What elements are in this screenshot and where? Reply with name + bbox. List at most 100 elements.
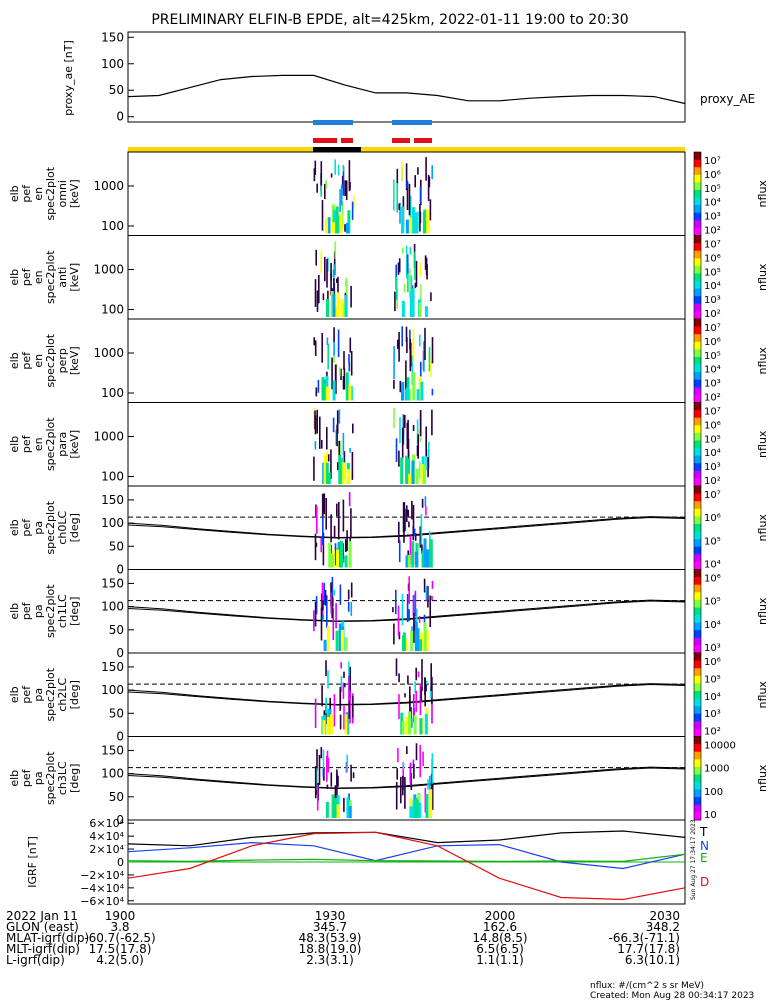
flux-streak [430,292,432,301]
flux-streak [412,425,415,431]
flux-block [326,299,329,317]
red-bar-2 [341,138,353,143]
flux-streak [413,763,415,779]
panel-label-line: [deg] [68,764,81,793]
flux-streak [417,434,419,459]
flux-streak [396,768,398,780]
colorbar-segment [694,797,701,806]
colorbar-segment [694,751,701,760]
colorbar: 10⁷ 10⁶ 10⁵ 10⁴ 10³ 10² nflux [693,402,769,487]
colorbar-tick-label: 10⁶ [704,170,721,181]
flux-streak [403,502,406,531]
flux-streak [342,543,345,559]
flux-streak [316,768,318,789]
colorbar-segment [694,159,701,168]
flux-streak [342,682,345,699]
black-bar [313,147,361,152]
flux-streak [349,337,352,353]
panel-label-line: pef [20,518,33,537]
colorbar: 10⁷ 10⁶ 10⁵ 10⁴ 10³ 10² nflux [693,151,769,237]
loss-cone-line [127,516,686,539]
flux-streak [348,362,351,372]
flux-block [405,455,409,484]
flux-streak [405,360,407,390]
flux-block [321,377,325,401]
flux-streak [424,255,427,270]
flux-block [323,639,327,651]
panel-label-line: pa [32,521,45,535]
colorbar-segment [694,281,701,290]
flux-streak [416,419,419,444]
colorbar-tick-label: 10⁴ [704,365,721,376]
flux-streak [322,600,324,611]
flux-streak [316,290,319,312]
flux-streak [405,326,408,342]
flux-streak [351,452,354,480]
energy-ytick-label: 100 [101,219,124,233]
colorbar-tick-label: 10⁷ [704,240,721,251]
colorbar-tick-label: 10³ [704,462,721,473]
flux-streak [423,578,426,593]
pa-ytick-label: 150 [101,493,124,507]
spectrogram-panel: 1000 100 elb pef en spec2plot para [keV] [8,402,686,487]
ephemeris-row-label: GLON (east) [6,920,79,934]
energy-ytick-label: 100 [101,386,124,400]
colorbar-tick-label: 10⁶ [704,657,721,668]
flux-streak [408,183,411,216]
pa-ytick-label: 150 [101,660,124,674]
ephemeris-value: 2000 [485,909,516,923]
flux-streak [425,426,427,457]
flux-streak [322,511,324,545]
flux-streak [337,462,339,471]
red-bar-1 [313,138,337,143]
proxy-ae-ytick-label: 0 [116,110,124,124]
flux-streak [407,550,409,558]
igrf-ytick-label: 6×10⁴ [89,817,124,830]
ephemeris-value: 17.5(17.8) [89,942,152,956]
colorbar-segment [694,599,701,608]
igrf-legend-E: E [700,851,708,865]
flux-streak [333,327,335,343]
panel-label: elb pef pa spec2plot ch1LC [deg] [8,584,81,638]
flux-streak [425,506,427,516]
ephemeris-value: 17.7(17.8) [617,942,680,956]
colorbar-segment [694,265,701,274]
colorbar-segment [694,227,701,236]
flux-streak [404,414,406,428]
flux-streak [326,784,329,789]
flux-streak [406,422,409,449]
flux-block [412,372,416,401]
flux-block [405,555,409,568]
panel-label-line: [deg] [68,597,81,626]
flux-streak [406,179,408,189]
flux-streak [431,702,433,724]
flux-streak [335,603,337,629]
flux-block [411,288,415,317]
date-stamp: Sun Aug 27 17:34:17 2023 [690,819,697,900]
flux-streak [317,379,320,393]
flux-streak [344,180,347,196]
flux-streak [427,585,429,608]
colorbar-segment [694,463,701,472]
flux-block [348,541,352,568]
colorbar-tick-label: 1000 [704,764,729,775]
pa-ytick-label: 50 [109,623,124,637]
flux-streak [333,278,335,298]
flux-streak [346,754,348,773]
flux-streak [347,589,350,600]
flux-block [425,794,429,818]
flux-streak [421,498,424,508]
flux-streak [398,673,400,683]
flux-block [344,714,348,735]
colorbar-segment [694,250,701,259]
colorbar-segment [694,645,701,654]
flux-streak [350,601,353,616]
flux-streak [430,686,432,698]
flux-streak [393,179,395,211]
flux-block [420,464,424,484]
colorbar-segment [694,334,701,343]
flux-streak [316,183,318,193]
flux-streak [320,537,322,553]
colorbar-segment [694,668,701,677]
flux-streak [350,285,352,308]
